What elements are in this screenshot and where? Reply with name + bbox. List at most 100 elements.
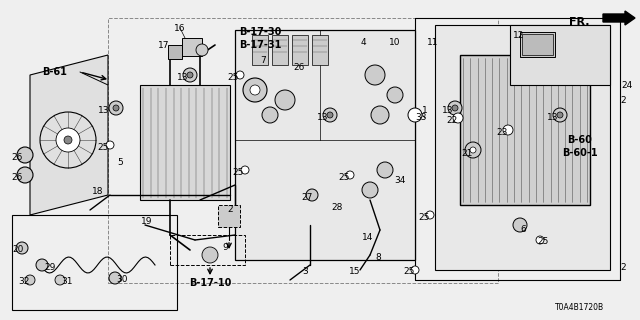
Circle shape: [56, 128, 80, 152]
Text: 25: 25: [227, 73, 239, 82]
Circle shape: [187, 72, 193, 78]
Text: 25: 25: [339, 172, 349, 181]
Text: 13: 13: [442, 106, 454, 115]
Text: 10: 10: [389, 37, 401, 46]
Circle shape: [243, 78, 267, 102]
Circle shape: [377, 162, 393, 178]
Circle shape: [362, 182, 378, 198]
Circle shape: [306, 189, 318, 201]
Text: B-17-30: B-17-30: [239, 27, 281, 37]
Circle shape: [17, 167, 33, 183]
Text: B-17-10: B-17-10: [189, 278, 231, 288]
Bar: [460, 55, 590, 205]
Circle shape: [236, 71, 244, 79]
Text: 9: 9: [222, 244, 228, 252]
Circle shape: [64, 136, 72, 144]
Text: 34: 34: [394, 175, 406, 185]
Text: 7: 7: [260, 55, 266, 65]
Circle shape: [109, 272, 121, 284]
Text: 17: 17: [158, 41, 170, 50]
Circle shape: [387, 87, 403, 103]
Text: 26: 26: [12, 153, 22, 162]
Text: 26: 26: [12, 172, 22, 181]
Circle shape: [323, 108, 337, 122]
Bar: [510, 25, 610, 85]
Circle shape: [465, 142, 481, 158]
Text: 21: 21: [461, 148, 473, 157]
Bar: [168, 45, 182, 59]
Text: 11: 11: [428, 37, 439, 46]
Bar: [170, 235, 245, 265]
Circle shape: [25, 275, 35, 285]
Text: 32: 32: [19, 277, 29, 286]
Circle shape: [241, 166, 249, 174]
Bar: [108, 18, 498, 283]
Circle shape: [346, 171, 354, 179]
Text: 25: 25: [538, 237, 548, 246]
Bar: [252, 35, 268, 65]
Text: 25: 25: [419, 212, 429, 221]
Text: 1: 1: [422, 106, 428, 115]
Circle shape: [113, 105, 119, 111]
Text: 13: 13: [317, 113, 329, 122]
Text: FR.: FR.: [570, 17, 590, 27]
Text: 28: 28: [332, 203, 342, 212]
Text: 2: 2: [620, 95, 626, 105]
Bar: [235, 30, 415, 260]
Circle shape: [250, 85, 260, 95]
Text: 13: 13: [177, 73, 189, 82]
Circle shape: [453, 113, 463, 123]
Bar: [312, 35, 328, 65]
Circle shape: [196, 44, 208, 56]
Circle shape: [536, 236, 544, 244]
Circle shape: [557, 112, 563, 118]
Text: 19: 19: [141, 218, 153, 227]
Polygon shape: [30, 55, 108, 215]
Bar: [182, 38, 202, 56]
Bar: [435, 25, 610, 270]
Text: 3: 3: [302, 268, 308, 276]
Circle shape: [183, 68, 197, 82]
Text: 2: 2: [620, 263, 626, 273]
Circle shape: [448, 101, 462, 115]
Text: 15: 15: [349, 268, 361, 276]
Text: B-60-1: B-60-1: [562, 148, 598, 158]
Text: B-17-31: B-17-31: [239, 40, 281, 50]
Text: 4: 4: [360, 37, 366, 46]
Text: 8: 8: [375, 253, 381, 262]
Circle shape: [513, 218, 527, 232]
Text: 24: 24: [621, 81, 632, 90]
Text: 30: 30: [116, 276, 128, 284]
Circle shape: [55, 275, 65, 285]
Text: 33: 33: [415, 113, 427, 122]
Text: 18: 18: [92, 188, 104, 196]
Circle shape: [371, 106, 389, 124]
Circle shape: [275, 90, 295, 110]
Circle shape: [553, 108, 567, 122]
Text: 16: 16: [174, 23, 186, 33]
Text: 6: 6: [520, 226, 526, 235]
FancyArrow shape: [603, 11, 635, 25]
Text: 2: 2: [227, 205, 233, 214]
Text: 13: 13: [99, 106, 109, 115]
Circle shape: [408, 108, 422, 122]
Text: T0A4B1720B: T0A4B1720B: [556, 303, 605, 313]
Bar: [12, 215, 177, 310]
Text: 20: 20: [12, 245, 24, 254]
Circle shape: [411, 266, 419, 274]
Text: B-61: B-61: [43, 67, 67, 77]
Circle shape: [36, 259, 48, 271]
Text: 13: 13: [547, 113, 559, 122]
Text: 14: 14: [362, 234, 374, 243]
Bar: [522, 34, 553, 55]
Circle shape: [365, 65, 385, 85]
Text: 27: 27: [301, 193, 313, 202]
Circle shape: [503, 125, 513, 135]
Bar: [140, 85, 230, 200]
Circle shape: [109, 101, 123, 115]
Text: 12: 12: [513, 30, 525, 39]
Bar: [272, 35, 288, 65]
Text: 22: 22: [446, 116, 458, 124]
Bar: [292, 35, 308, 65]
Circle shape: [452, 105, 458, 111]
